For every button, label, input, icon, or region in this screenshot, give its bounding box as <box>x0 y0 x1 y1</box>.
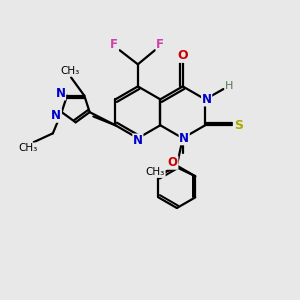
Text: CH₃: CH₃ <box>146 167 165 177</box>
Text: H: H <box>225 81 233 91</box>
Text: N: N <box>202 93 212 106</box>
Text: N: N <box>56 87 65 100</box>
Text: F: F <box>156 38 164 51</box>
Text: S: S <box>234 119 243 132</box>
Text: N: N <box>51 109 62 122</box>
Text: N: N <box>179 132 189 145</box>
Text: CH₃: CH₃ <box>60 66 79 76</box>
Text: F: F <box>110 38 118 51</box>
Text: O: O <box>168 156 178 169</box>
Text: O: O <box>177 49 188 62</box>
Text: N: N <box>133 134 143 147</box>
Text: CH₃: CH₃ <box>19 143 38 153</box>
